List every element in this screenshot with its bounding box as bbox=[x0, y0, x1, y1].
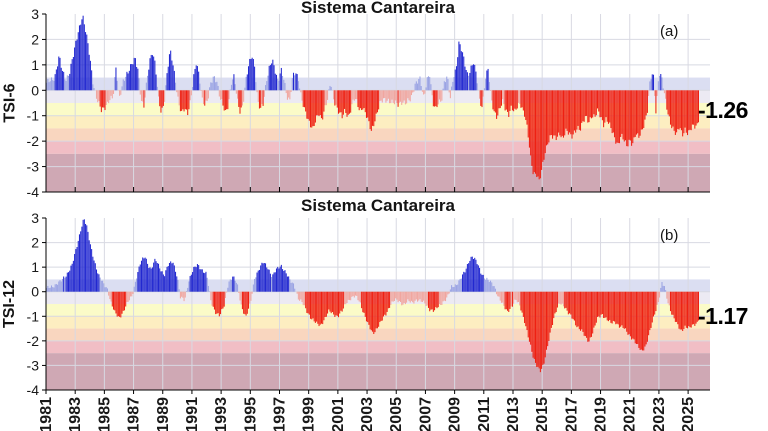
bars-layer bbox=[46, 15, 699, 180]
x-tick-label: 2021 bbox=[622, 397, 639, 431]
x-tick-label: 2007 bbox=[417, 397, 434, 431]
x-tick-label: 1997 bbox=[271, 397, 288, 431]
x-tick-label: 1983 bbox=[67, 397, 84, 431]
bars-layer bbox=[46, 219, 699, 373]
y-tick-label: -2 bbox=[27, 133, 40, 149]
y-tick-label: -1 bbox=[27, 308, 40, 324]
gridlines bbox=[45, 218, 710, 390]
panel-a-ylabel: TSI-6 bbox=[1, 83, 19, 123]
panel-b-corner-label: (b) bbox=[660, 227, 679, 244]
x-tick-label: 1987 bbox=[126, 397, 143, 431]
panel-a-corner-label: (a) bbox=[660, 23, 679, 40]
y-tick-label: 3 bbox=[31, 210, 39, 226]
panel-a-latest-value: -1.26 bbox=[698, 97, 748, 123]
panel-b-title: Sistema Cantareira bbox=[300, 196, 456, 215]
x-tick-label: 2023 bbox=[651, 397, 668, 431]
x-tick-label: 2015 bbox=[534, 397, 551, 431]
y-tick-label: 1 bbox=[31, 57, 39, 73]
y-tick-label: 1 bbox=[31, 259, 39, 275]
y-tick-label: 2 bbox=[31, 235, 39, 251]
x-tick-label: 2025 bbox=[680, 397, 697, 431]
y-tick-label: -2 bbox=[27, 333, 40, 349]
y-tick-label: 3 bbox=[31, 6, 39, 22]
panel-b-latest-value: -1.17 bbox=[698, 303, 748, 329]
x-tick-label: 1999 bbox=[301, 397, 318, 431]
panel-b-ylabel: TSI-12 bbox=[1, 279, 19, 329]
x-tick-label: 2017 bbox=[563, 397, 580, 431]
x-tick-label: 1981 bbox=[38, 397, 55, 431]
x-tick-label: 1995 bbox=[242, 397, 259, 431]
x-tick-label: 2019 bbox=[593, 397, 610, 431]
panel-a: 3 2 1 0 -1 -2 -3 -4 bbox=[27, 6, 710, 200]
y-tick-label: 0 bbox=[31, 284, 39, 300]
x-tick-label: 2005 bbox=[388, 397, 405, 431]
x-tick-label: 2013 bbox=[505, 397, 522, 431]
x-tick-label: 2003 bbox=[359, 397, 376, 431]
x-tick-label: 1991 bbox=[184, 397, 201, 431]
panel-a-title: Sistema Cantareira bbox=[300, 0, 456, 17]
y-tick-label: -3 bbox=[27, 357, 40, 373]
y-tick-label: -3 bbox=[27, 159, 40, 175]
x-tick-label: 2001 bbox=[330, 397, 347, 431]
y-tick-label: -1 bbox=[27, 108, 40, 124]
y-tick-label: -4 bbox=[27, 184, 40, 200]
axes: 3 2 1 0 -1 -2 -3 -4 bbox=[27, 6, 710, 200]
x-tick-label: 1993 bbox=[213, 397, 230, 431]
x-tick-label: 2011 bbox=[476, 397, 493, 431]
y-tick-label: -4 bbox=[27, 382, 40, 398]
y-tick-label: 2 bbox=[31, 31, 39, 47]
y-tick-label: 0 bbox=[31, 82, 39, 98]
x-tick-label: 1985 bbox=[96, 397, 113, 431]
x-tick-label: 1989 bbox=[155, 397, 172, 431]
x-tick-label: 2009 bbox=[447, 397, 464, 431]
